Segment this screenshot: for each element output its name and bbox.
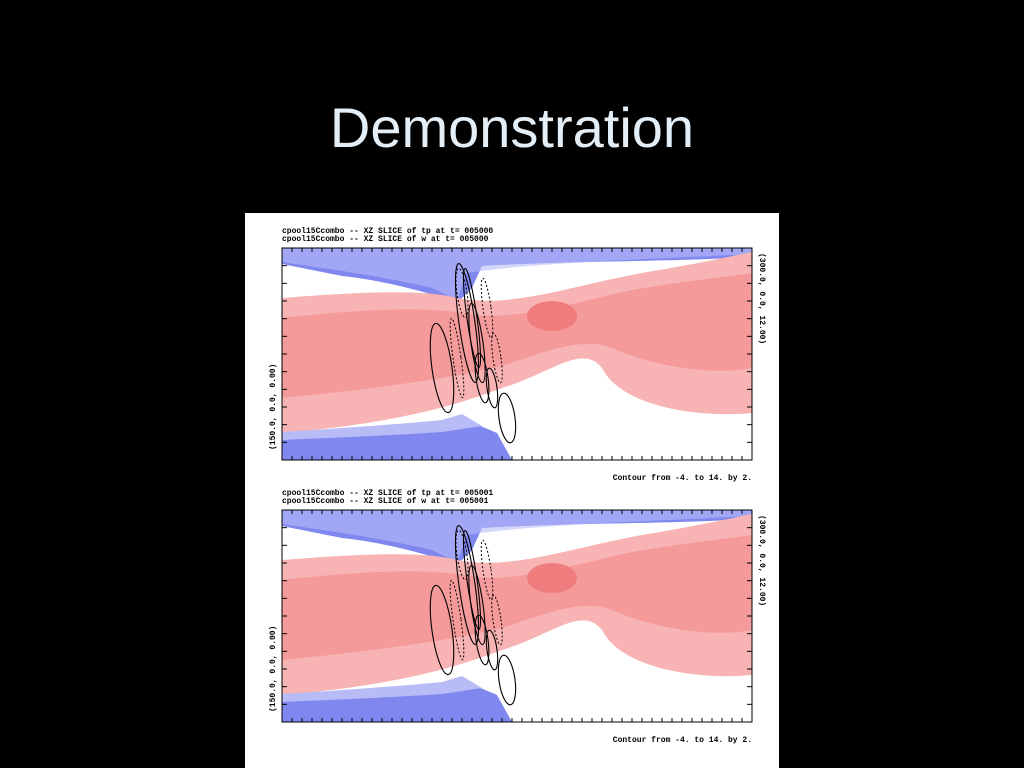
contour-dashed xyxy=(455,529,469,581)
contour xyxy=(497,654,517,706)
panel: cpool15Ccombo -- XZ SLICE of tp at t= 00… xyxy=(269,489,766,745)
panel-header: cpool15Ccombo -- XZ SLICE of w at t= 005… xyxy=(282,235,489,244)
contour xyxy=(485,367,499,409)
slide-title: Demonstration xyxy=(329,96,695,159)
contour xyxy=(429,584,455,676)
pink-core xyxy=(527,563,577,593)
panel-header: cpool15Ccombo -- XZ SLICE of tp at t= 00… xyxy=(282,227,493,236)
contour xyxy=(485,629,499,671)
plot: (150.0, 0.0, 0.00) (300.0, 0.0, 12.00) xyxy=(269,247,766,461)
blue-region xyxy=(282,510,752,562)
panel-header: cpool15Ccombo -- XZ SLICE of tp at t= 00… xyxy=(282,489,493,498)
figure: cpool15Ccombo -- XZ SLICE of tp at t= 00… xyxy=(245,213,779,768)
contour xyxy=(468,564,486,646)
left-axis-label: (150.0, 0.0, 0.00) xyxy=(269,364,278,450)
blue-region xyxy=(282,676,482,702)
contour xyxy=(429,322,455,414)
contour xyxy=(474,352,490,404)
left-axis-label: (150.0, 0.0, 0.00) xyxy=(269,626,278,712)
contour-note: Contour from -4. to 14. by 2. xyxy=(613,736,752,745)
contour xyxy=(468,302,486,384)
contour xyxy=(454,263,480,383)
pink-core xyxy=(527,301,577,331)
contour-dashed xyxy=(455,267,469,319)
panel-header: cpool15Ccombo -- XZ SLICE of w at t= 005… xyxy=(282,497,489,506)
pink-region xyxy=(282,535,752,660)
contour xyxy=(462,529,482,631)
contour-note: Contour from -4. to 14. by 2. xyxy=(613,474,752,483)
right-axis-label: (300.0, 0.0, 12.00) xyxy=(757,253,766,344)
panel: cpool15Ccombo -- XZ SLICE of tp at t= 00… xyxy=(269,227,766,483)
plot: (150.0, 0.0, 0.00) (300.0, 0.0, 12.00) xyxy=(269,509,766,723)
right-axis-label: (300.0, 0.0, 12.00) xyxy=(757,515,766,606)
contour xyxy=(474,614,490,666)
contour xyxy=(454,525,480,645)
contour xyxy=(462,267,482,369)
blue-region xyxy=(282,414,482,440)
blue-region xyxy=(282,248,752,300)
contour xyxy=(497,392,517,444)
pink-region xyxy=(282,273,752,398)
